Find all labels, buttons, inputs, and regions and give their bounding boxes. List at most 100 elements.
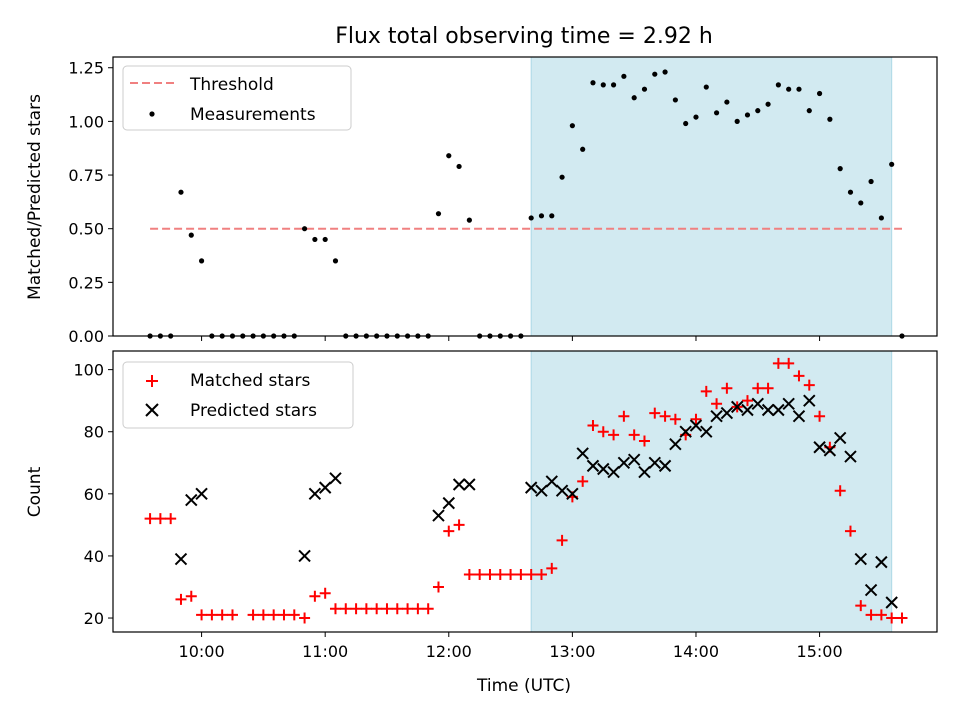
predicted-star-point — [741, 403, 754, 417]
matched-star-point — [309, 590, 321, 602]
top-x-axis — [201, 336, 821, 341]
matched-star-point — [422, 603, 434, 615]
measurement-point — [827, 116, 833, 122]
matched-star-point — [834, 485, 846, 497]
predicted-star-point — [710, 409, 723, 423]
matched-star-point — [597, 426, 609, 438]
top-y-tick-label: 0.75 — [68, 166, 104, 185]
predicted-star-point — [689, 419, 703, 432]
predicted-star-point — [195, 487, 208, 501]
predicted-star-point — [792, 409, 806, 423]
bottom-shade-rect — [530, 350, 893, 633]
predicted-star-point — [185, 493, 198, 507]
predicted-star-point — [638, 465, 651, 479]
measurement-point — [724, 99, 730, 105]
measurement-point — [466, 217, 472, 223]
measurement-point — [816, 90, 823, 97]
matched-star-point — [649, 407, 661, 419]
matched-star-point — [546, 562, 558, 574]
matched-star-point — [196, 609, 208, 621]
measurement-point — [322, 236, 328, 243]
predicted-star-point — [658, 459, 672, 473]
legend-measurements-label: Measurements — [190, 105, 316, 125]
predicted-star-point — [720, 406, 734, 420]
matched-star-point — [659, 410, 671, 422]
matched-star-point — [463, 569, 475, 581]
bottom-x-tick-label: 14:00 — [673, 642, 719, 661]
measurement-point — [662, 69, 668, 75]
legend-matched-label: Matched stars — [190, 371, 310, 391]
matched-star-point — [855, 600, 867, 612]
matched-star-point — [247, 609, 259, 621]
top-shaded-region — [530, 56, 893, 337]
matched-star-point — [474, 569, 486, 581]
matched-star-point — [391, 603, 403, 615]
measurement-point — [528, 215, 534, 221]
predicted-star-point — [566, 487, 579, 501]
matched-star-point — [165, 513, 177, 525]
predicted-star-point — [576, 447, 589, 460]
predicted-star-point — [833, 431, 847, 445]
matched-star-point — [505, 569, 517, 581]
bottom-y-tick-label: 80 — [84, 423, 104, 442]
measurement-point — [456, 163, 462, 170]
matched-star-point — [762, 382, 774, 394]
measurement-point — [786, 86, 792, 92]
matched-star-point — [268, 609, 280, 621]
measurement-point — [775, 82, 781, 88]
matched-star-point — [206, 609, 218, 621]
bottom-x-axis-label: Time (UTC) — [476, 676, 571, 696]
bottom-plot-frame — [112, 350, 938, 633]
matched-star-point — [741, 395, 753, 407]
matched-star-point — [443, 525, 455, 537]
matched-star-point — [515, 569, 527, 581]
matched-star-point — [875, 609, 887, 621]
top-y-axis-label: Matched/Predicted stars — [25, 94, 45, 300]
predicted-star-point — [772, 403, 785, 417]
predicted-star-point — [854, 552, 867, 566]
measurement-point — [858, 200, 864, 206]
measurement-point — [178, 189, 184, 195]
measurement-point — [301, 226, 308, 232]
measurement-point — [868, 178, 874, 185]
predicted-star-point — [864, 583, 878, 597]
matched-star-point — [216, 609, 228, 621]
bottom-shaded-region — [530, 350, 893, 633]
measurement-point — [580, 146, 586, 152]
predicted-star-point — [597, 462, 610, 476]
predicted-star-point — [679, 425, 692, 438]
matched-star-point — [556, 534, 568, 546]
matched-star-point — [432, 581, 444, 593]
measurement-point — [652, 71, 658, 77]
measurement-point — [538, 213, 545, 219]
predicted-star-point — [555, 484, 569, 497]
measurement-point — [889, 161, 895, 167]
matched-star-point — [844, 525, 856, 537]
legend-predicted-swatch — [145, 403, 159, 417]
measurement-point — [621, 73, 627, 79]
bottom-x-tick-label: 12:00 — [426, 642, 472, 661]
top-legend-box — [122, 65, 352, 131]
measurement-point — [312, 236, 318, 243]
top-plot-frame — [112, 56, 938, 337]
predicted-star-point — [463, 478, 476, 491]
predicted-star-point — [761, 403, 775, 417]
measurement-point — [744, 112, 751, 118]
top-shade-rect — [530, 56, 893, 337]
top-y-tick-label: 1.25 — [68, 59, 104, 78]
measurement-point — [549, 213, 555, 219]
matched-star-point — [721, 382, 733, 394]
measurement-point — [188, 232, 194, 238]
measurement-point — [672, 97, 678, 103]
top-plot: 0.00 0.25 0.50 0.75 1.00 1.25 Matched/Predict… — [25, 56, 938, 346]
bottom-x-axis: 10:00 11:00 12:00 13:00 14:00 15:00 — [179, 632, 843, 661]
matched-star-point — [340, 603, 352, 615]
matched-star-point — [299, 612, 311, 624]
bottom-y-axis-label: Count — [25, 466, 45, 517]
matched-star-point — [628, 429, 640, 441]
predicted-star-point — [432, 509, 445, 522]
matched-star-point — [371, 603, 383, 615]
measurement-point — [569, 123, 575, 129]
matched-star-point — [690, 413, 702, 425]
predicted-star-point — [329, 472, 342, 485]
